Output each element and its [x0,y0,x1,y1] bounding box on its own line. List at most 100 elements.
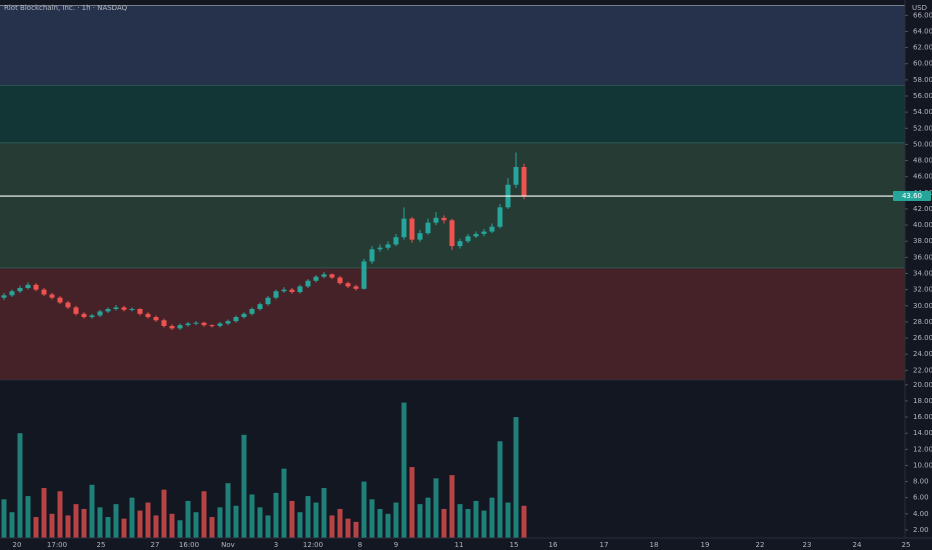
volume-tick-label: 2.00 [913,526,929,534]
y-tick-label: 40.00 [913,221,932,229]
volume-bar [497,441,503,538]
candle-body [345,283,351,287]
x-tick-label: 25 [97,541,106,549]
candle-body [521,167,527,197]
volume-bar [329,515,335,538]
y-tick-label: 32.00 [913,286,932,294]
volume-bar [401,402,407,538]
y-tick-label: 42.00 [913,205,932,213]
x-tick-label: 20 [13,541,22,549]
candle-body [105,309,111,312]
volume-bar [193,512,199,538]
x-tick-label: Nov [221,541,235,549]
volume-tick-label: 4.00 [913,510,929,518]
volume-bar [9,512,15,538]
candle-body [297,286,303,293]
volume-tick-label: 10.00 [913,461,932,469]
volume-bar [513,417,519,538]
volume-bar [457,504,463,538]
volume-bar [377,508,383,538]
y-tick-label: 34.00 [913,270,932,278]
volume-bar [17,433,23,538]
y-tick-label: 28.00 [913,318,932,326]
x-tick-label: 27 [151,541,160,549]
candle-body [161,320,167,326]
candle-body [145,313,151,318]
candle-body [481,231,487,234]
volume-bar [433,478,439,538]
volume-bar [209,517,215,538]
candle-body [169,325,175,329]
volume-bar [25,496,31,538]
volume-tick-label: 12.00 [913,445,932,453]
volume-bar [113,504,119,538]
x-tick-label: 8 [358,541,362,549]
candle-body [425,222,431,234]
volume-bar [489,497,495,538]
volume-tick-label: 6.00 [913,494,929,502]
candle-body [193,322,199,324]
volume-bar [273,492,279,538]
candle-body [337,277,343,284]
y-tick-label: 48.00 [913,157,932,165]
plot [1,152,527,538]
price-zone [0,267,905,380]
volume-tick-label: 14.00 [913,429,932,437]
zones [0,5,905,380]
x-tick-label: 17 [600,541,609,549]
candle-body [41,289,47,295]
volume-bar [409,467,415,538]
y-tick-label: 26.00 [913,334,932,342]
volume-bar [129,497,135,538]
volume-bar [97,507,103,538]
candle-body [121,307,127,310]
volume-bar [361,481,367,538]
currency-label: USD [912,4,927,12]
x-tick-label: 24 [853,541,862,549]
candle-body [57,297,63,303]
candle-body [1,295,7,298]
volume-bar [225,483,231,538]
volume-bar [313,502,319,538]
volume-bar [281,468,287,538]
volume-bar [465,508,471,538]
volume-bar [217,507,223,538]
volume-bar [521,505,527,538]
volume-bar [121,518,127,538]
candle-body [89,315,95,318]
candle-body [361,261,367,289]
volume-bar [81,508,87,538]
volume-bar [481,510,487,538]
volume-bar [393,502,399,538]
candle-body [209,325,215,327]
volume-bar [89,484,95,538]
volume-bar [417,504,423,538]
candle-body [73,307,79,314]
candle-body [497,207,503,227]
volume-bar [337,508,343,538]
volume-bar [345,518,351,538]
volume-bar [169,513,175,538]
candle-body [137,309,143,314]
y-tick-label: 66.00 [913,11,932,19]
x-tick-label: 9 [394,541,398,549]
y-tick-label: 30.00 [913,302,932,310]
x-tick-label: 18 [650,541,659,549]
volume-bar [441,508,447,538]
volume-bar [145,502,151,538]
volume-bar [257,507,263,538]
candle-body [513,167,519,185]
volume-bar [473,500,479,538]
volume-bar [233,505,239,538]
candle-body [473,233,479,237]
candle-body [465,236,471,242]
candle-body [201,322,207,326]
y-tick-label: 36.00 [913,253,932,261]
candle-body [65,302,71,308]
candle-body [9,291,15,296]
candle-body [369,249,375,262]
candle-body [81,313,87,318]
candle-body [409,218,415,240]
volume-bar [305,496,311,538]
